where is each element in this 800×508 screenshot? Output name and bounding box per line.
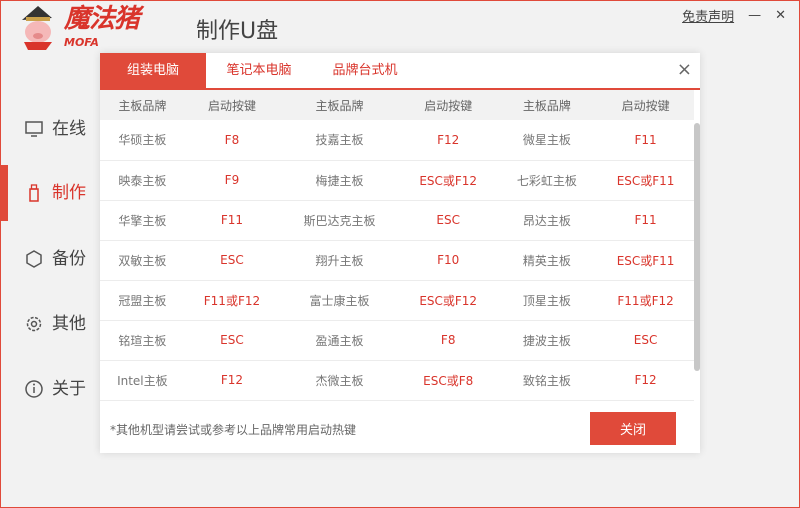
brand-cell: 双敏主板 (100, 240, 185, 281)
brand-cell: 富士康主板 (279, 280, 400, 321)
boot-key-cell: F12 (184, 360, 280, 401)
boot-key-cell: ESC或F12 (399, 280, 497, 321)
table-row: Intel主板 F12 杰微主板 ESC或F8 致铭主板 F12 (100, 360, 694, 401)
boot-key-cell: ESC (399, 200, 497, 241)
logo: 魔法猪 MOFA (16, 4, 176, 52)
boot-key-cell: ESC (597, 320, 694, 361)
brand-cell: 翔升主板 (279, 240, 400, 281)
brand-cell: Intel主板 (100, 360, 185, 401)
table-row: 华硕主板 F8 技嘉主板 F12 微星主板 F11 (100, 120, 694, 161)
backup-icon (26, 250, 42, 268)
brand-cell: 华硕主板 (100, 120, 185, 161)
usb-icon (29, 184, 39, 202)
minimize-button[interactable]: — (748, 8, 762, 23)
boot-key-cell: ESC或F11 (597, 240, 694, 281)
boot-key-cell: F11或F12 (597, 280, 694, 321)
sidebar-item-about[interactable]: 关于 (0, 362, 100, 416)
boot-key-cell: F11或F12 (184, 280, 280, 321)
gear-icon (26, 316, 42, 332)
sidebar-item-backup[interactable]: 备份 (0, 232, 100, 286)
boot-key-cell: ESC (184, 240, 280, 281)
column-header: 主板品牌 (279, 90, 400, 120)
close-icon[interactable]: × (676, 59, 692, 80)
brand-cell: 盈通主板 (279, 320, 400, 361)
boot-key-cell: F11 (597, 120, 694, 161)
boot-key-dialog: 组装电脑 笔记本电脑 品牌台式机 × 主板品牌 启动按键 主板品牌 启动按键 主板品牌启… (100, 53, 700, 453)
table-row: 铭瑄主板 ESC 盈通主板 F8 捷波主板 ESC (100, 320, 694, 361)
column-header: 启动按键 (399, 90, 497, 120)
boot-key-cell: F10 (399, 240, 497, 281)
boot-key-cell: F8 (184, 120, 280, 161)
disclaimer-link[interactable]: 免责声明 (682, 10, 735, 25)
close-button[interactable]: 关闭 (590, 412, 676, 445)
boot-key-table: 主板品牌 启动按键 主板品牌 启动按键 主板品牌 启动按键 华硕主板 F8 技嘉主板 F12 微星… (100, 90, 694, 401)
brand-cell: 斯巴达克主板 (279, 200, 400, 241)
table-row: 华擎主板 F11 斯巴达克主板 ESC 昂达主板 F11 (100, 200, 694, 241)
brand-cell: 梅捷主板 (279, 160, 400, 201)
tab-laptop[interactable]: 笔记本电脑 (226, 63, 292, 78)
column-header: 主板品牌 (100, 90, 185, 120)
boot-key-cell: F8 (399, 320, 497, 361)
boot-key-cell: ESC或F11 (597, 160, 694, 201)
brand-cell: 致铭主板 (496, 360, 598, 401)
brand-cell: 杰微主板 (279, 360, 400, 401)
boot-key-cell: F12 (399, 120, 497, 161)
tab-assembled-pc[interactable]: 组装电脑 (100, 53, 206, 88)
active-indicator (0, 165, 8, 221)
brand-cell: 铭瑄主板 (100, 320, 185, 361)
scrollbar[interactable] (694, 123, 700, 371)
boot-key-cell: ESC (184, 320, 280, 361)
sidebar-item-online[interactable]: 在线 (0, 102, 100, 156)
info-icon (25, 380, 43, 398)
footnote: *其他机型请尝试或参考以上品牌常用启动热键 (110, 423, 357, 437)
sidebar-item-make[interactable]: 制作 (0, 166, 100, 220)
tab-bar: 组装电脑 笔记本电脑 品牌台式机 × (100, 53, 700, 90)
pig-mascot-icon (22, 6, 52, 50)
brand-cell: 冠盟主板 (100, 280, 185, 321)
boot-key-cell: ESC或F8 (399, 360, 497, 401)
brand-cell: 顶星主板 (496, 280, 598, 321)
brand-cell: 华擎主板 (100, 200, 185, 241)
boot-key-cell: F12 (597, 360, 694, 401)
boot-key-cell: F11 (184, 200, 280, 241)
table-row: 双敏主板 ESC 翔升主板 F10 精英主板 ESC或F11 (100, 240, 694, 281)
monitor-icon (25, 121, 43, 137)
app-title: 制作U盘 (196, 19, 279, 44)
boot-key-cell: F9 (184, 160, 280, 201)
column-header: 主板品牌 (496, 90, 598, 120)
brand-cell: 微星主板 (496, 120, 598, 161)
sidebar-item-other[interactable]: 其他 (0, 297, 100, 351)
boot-key-cell: F11 (597, 200, 694, 241)
column-header: 启动按键 (597, 90, 694, 120)
brand-cell: 映泰主板 (100, 160, 185, 201)
brand-cell: 技嘉主板 (279, 120, 400, 161)
brand-cell: 精英主板 (496, 240, 598, 281)
table-row: 映泰主板 F9 梅捷主板 ESC或F12 七彩虹主板 ESC或F11 (100, 160, 694, 201)
boot-key-cell: ESC或F12 (399, 160, 497, 201)
column-header: 启动按键 (184, 90, 280, 120)
brand-cell: 七彩虹主板 (496, 160, 598, 201)
brand-cell: 捷波主板 (496, 320, 598, 361)
table-row: 冠盟主板 F11或F12 富士康主板 ESC或F12 顶星主板 F11或F12 (100, 280, 694, 321)
close-window-button[interactable]: ✕ (775, 8, 786, 23)
brand-cell: 昂达主板 (496, 200, 598, 241)
tab-brand-desktop[interactable]: 品牌台式机 (332, 63, 398, 78)
